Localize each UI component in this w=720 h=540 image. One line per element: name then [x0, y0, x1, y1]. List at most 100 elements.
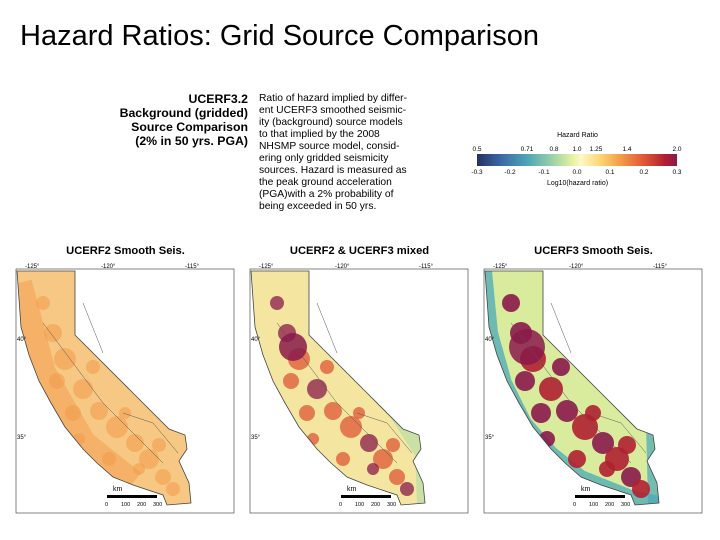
colorbar-top-tick: 0.8 [549, 146, 559, 153]
longitude-label: -115° [653, 264, 668, 270]
colorbar-bottom-ticks: -0.3 -0.2 -0.1 0.0 0.1 0.2 0.3 [470, 169, 690, 178]
hazard-hotspot [155, 469, 171, 485]
longitude-label: -120° [569, 264, 584, 270]
slide-title: Hazard Ratios: Grid Source Comparison [20, 20, 539, 52]
figure-heading-line: Source Comparison [131, 120, 248, 134]
longitude-label: -120° [101, 264, 116, 270]
state-boundary [250, 270, 426, 506]
colorbar-gradient [477, 154, 677, 166]
colorbar-bottom-tick: -0.1 [538, 169, 550, 176]
scale-tick-label: 0 [573, 502, 576, 508]
hazard-hotspot [126, 434, 144, 452]
scale-tick-label: 100 [589, 502, 598, 508]
longitude-label: -125° [493, 264, 508, 270]
hazard-hotspot [386, 438, 400, 452]
description-line: Ratio of hazard implied by differ- [259, 93, 408, 104]
description-line: (PGA)with a 2% probability of [259, 189, 394, 200]
scale-unit: km [347, 486, 357, 493]
california-ratio-map: -125° -120° -115° 40° 35° km 0 100 200 300 [483, 264, 703, 514]
hazard-hotspot [400, 482, 414, 496]
hazard-hotspot [86, 360, 100, 374]
latitude-label: 40° [485, 337, 495, 343]
scale-bar: km 0 100 200 300 [339, 486, 396, 508]
map-title: UCERF2 Smooth Seis. [66, 245, 185, 257]
hazard-hotspot [632, 480, 650, 498]
colorbar-top-tick: 0.71 [520, 146, 534, 153]
colorbar-top-ticks: 0.5 0.71 0.8 1.0 1.25 1.4 2.0 [470, 146, 690, 155]
colorbar-bottom-tick: 0.2 [639, 169, 649, 176]
fault-lines [42, 302, 179, 464]
scale-tick-label: 100 [355, 502, 364, 508]
hazard-hotspot [44, 324, 62, 342]
scale-bar: km 0 100 200 300 [105, 486, 162, 508]
scale-tick-label: 300 [621, 502, 630, 508]
scale-tick-label: 300 [387, 502, 396, 508]
description-line: being exceeded in 50 yrs. [259, 201, 377, 212]
scale-bar: km 0 100 200 300 [573, 486, 630, 508]
figure-heading: UCERF3.2 Background (gridded) Source Com… [100, 92, 248, 148]
california-ratio-map: -125° -120° -115° 40° 35° km 0 100 200 300 [249, 264, 469, 514]
hazard-hotspot [270, 296, 284, 310]
scale-bar-rule [341, 495, 391, 498]
hazard-hotspot [618, 436, 636, 454]
colorbar-top-tick: 2.0 [672, 146, 682, 153]
hazard-hotspot [531, 403, 551, 423]
figure-heading-line: (2% in 50 yrs. PGA) [135, 134, 248, 148]
description-line: ering only gridded seismicity [259, 153, 389, 164]
hazard-hotspot [102, 452, 116, 466]
scale-tick-label: 200 [137, 502, 146, 508]
hazard-hotspot [73, 379, 93, 399]
colorbar-top-tick: 1.25 [589, 146, 603, 153]
scale-bar-rule [575, 495, 625, 498]
map-panel-mixed: UCERF2 & UCERF3 mixed -125° -120° -115° 40°… [247, 245, 472, 515]
hazard-hotspot [336, 452, 350, 466]
hazard-hotspot [54, 348, 76, 370]
scale-tick-label: 100 [121, 502, 130, 508]
hazard-hotspot [539, 377, 563, 401]
hazard-hotspot [36, 296, 50, 310]
figure-description: Ratio of hazard implied by differ- ent U… [259, 93, 419, 213]
scale-tick-label: 0 [105, 502, 108, 508]
colorbar-axis-label: Log10(hazard ratio) [546, 180, 609, 187]
description-line: to that implied by the 2008 [259, 129, 380, 140]
fault-lines [510, 302, 647, 464]
longitude-label: -115° [185, 264, 200, 270]
hazard-hotspot [367, 463, 379, 475]
colorbar-bottom-tick: 0.1 [605, 169, 615, 176]
hazard-hotspot [133, 463, 145, 475]
longitude-label: -125° [25, 264, 40, 270]
hazard-hotspot [106, 416, 128, 438]
colorbar-bottom-tick: -0.3 [471, 169, 483, 176]
colorbar-top-tick: 1.0 [572, 146, 582, 153]
map-title: UCERF2 & UCERF3 mixed [289, 245, 430, 257]
description-line: sources. Hazard is measured as [259, 165, 407, 176]
state-boundary [16, 270, 192, 506]
hazard-hotspot [340, 416, 362, 438]
scale-tick-label: 300 [153, 502, 162, 508]
map-panel-ucerf2: UCERF2 Smooth Seis. -125° -120° -115° 40° 35… [13, 245, 238, 515]
latitude-label: 40° [251, 337, 261, 343]
hazard-hotspot [360, 434, 378, 452]
hazard-hotspot [585, 405, 601, 421]
hazard-hotspot [283, 373, 299, 389]
colorbar-bottom-tick: 0.3 [672, 169, 682, 176]
hazard-hotspot [119, 407, 131, 419]
hazard-hotspot [299, 405, 315, 421]
hazard-hotspot [556, 400, 578, 422]
hazard-hotspot [509, 329, 545, 365]
scale-unit: km [113, 486, 123, 493]
description-line: ent UCERF3 smoothed seismic- [259, 105, 407, 116]
scale-tick-label: 200 [371, 502, 380, 508]
state-boundary [484, 270, 660, 506]
hazard-hotspot [90, 402, 108, 420]
description-line: ity (background) source models [259, 117, 403, 128]
hazard-hotspot [599, 461, 615, 477]
hazard-hotspot [307, 379, 327, 399]
colorbar-title: Hazard Ratio [557, 132, 598, 139]
latitude-label: 35° [17, 435, 27, 441]
colorbar-bottom-tick: -0.2 [504, 169, 516, 176]
longitude-label: -115° [419, 264, 434, 270]
hazard-hotspot [592, 432, 614, 454]
colorbar-legend: Hazard Ratio 0.5 0.71 0.8 1.0 1.25 1.4 2… [470, 132, 700, 194]
hazard-hotspot [65, 405, 81, 421]
